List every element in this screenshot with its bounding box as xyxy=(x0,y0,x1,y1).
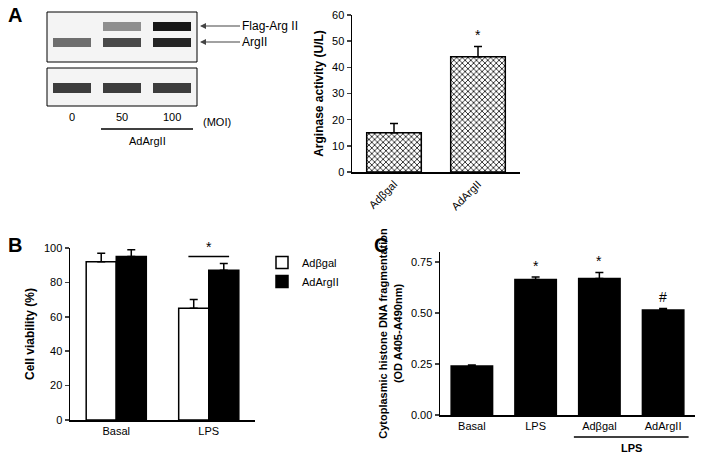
svg-text:*: * xyxy=(596,253,602,269)
svg-text:Flag-Arg II: Flag-Arg II xyxy=(242,19,298,33)
svg-text:40: 40 xyxy=(50,345,62,357)
svg-text:(MOI): (MOI) xyxy=(203,116,231,128)
svg-text:AdArgII: AdArgII xyxy=(129,135,166,147)
svg-text:Basal: Basal xyxy=(102,425,130,437)
svg-text:B: B xyxy=(8,234,22,256)
svg-text:0.75: 0.75 xyxy=(411,256,432,268)
svg-text:ArgII: ArgII xyxy=(242,35,267,49)
svg-text:50: 50 xyxy=(332,35,344,47)
svg-text:*: * xyxy=(206,239,212,255)
svg-text:Adβgal: Adβgal xyxy=(582,420,616,432)
svg-text:Cytoplasmic histone DNA fragme: Cytoplasmic histone DNA fragmentation(OD… xyxy=(377,228,403,439)
svg-text:0.00: 0.00 xyxy=(411,409,432,421)
svg-text:60: 60 xyxy=(332,9,344,21)
svg-text:20: 20 xyxy=(50,379,62,391)
svg-text:0: 0 xyxy=(56,414,62,426)
svg-text:100: 100 xyxy=(44,242,62,254)
svg-text:20: 20 xyxy=(332,114,344,126)
svg-text:*: * xyxy=(533,258,539,274)
svg-text:LPS: LPS xyxy=(621,442,642,454)
svg-text:0: 0 xyxy=(69,111,75,123)
svg-text:#: # xyxy=(659,289,667,305)
svg-text:100: 100 xyxy=(163,111,181,123)
svg-text:C: C xyxy=(374,234,388,256)
svg-text:A: A xyxy=(8,4,22,26)
svg-text:50: 50 xyxy=(116,111,128,123)
svg-text:80: 80 xyxy=(50,276,62,288)
svg-text:40: 40 xyxy=(332,61,344,73)
svg-text:0: 0 xyxy=(338,166,344,178)
svg-text:0.25: 0.25 xyxy=(411,358,432,370)
svg-text:60: 60 xyxy=(50,311,62,323)
svg-text:0.50: 0.50 xyxy=(411,307,432,319)
svg-text:10: 10 xyxy=(332,140,344,152)
svg-text:30: 30 xyxy=(332,87,344,99)
svg-text:*: * xyxy=(475,27,481,43)
svg-text:AdArgII: AdArgII xyxy=(449,178,483,212)
svg-text:Adβgal: Adβgal xyxy=(366,178,399,211)
svg-text:AdArgII: AdArgII xyxy=(645,420,682,432)
svg-text:LPS: LPS xyxy=(198,425,219,437)
svg-text:LPS: LPS xyxy=(525,420,546,432)
svg-text:AdArgII: AdArgII xyxy=(302,276,339,288)
svg-text:Adβgal: Adβgal xyxy=(302,257,336,269)
svg-text:Cell viability (%): Cell viability (%) xyxy=(23,288,37,380)
svg-text:Basal: Basal xyxy=(458,420,486,432)
svg-text:Arginase activity (U/L): Arginase activity (U/L) xyxy=(312,30,326,157)
